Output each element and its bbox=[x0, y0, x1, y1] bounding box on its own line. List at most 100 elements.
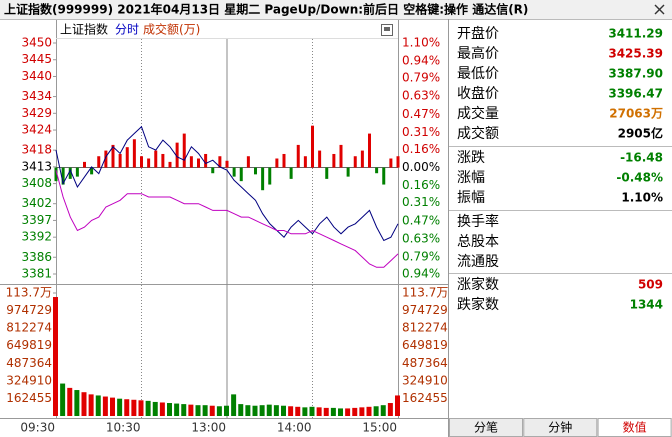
strength-bar bbox=[111, 144, 115, 168]
volume-bar bbox=[53, 297, 58, 416]
strength-bar bbox=[318, 150, 322, 168]
y2-tick-label: 1.10% bbox=[402, 36, 440, 50]
y2-tick-label: 0.63% bbox=[402, 231, 440, 245]
quote-value: 2905亿 bbox=[618, 126, 663, 141]
strength-bar bbox=[396, 156, 400, 168]
x-tick-label: 10:30 bbox=[106, 421, 141, 435]
volume-bar bbox=[330, 407, 336, 416]
quote-label: 收盘价 bbox=[457, 85, 499, 102]
quote-value: 3387.90 bbox=[608, 67, 663, 81]
close-button[interactable] bbox=[654, 4, 665, 15]
volume-bar bbox=[145, 400, 151, 416]
quote-label: 流通股 bbox=[457, 254, 499, 270]
y-tick-label: 3408 bbox=[21, 176, 52, 190]
y2-tick-label: 113.7万 bbox=[402, 286, 448, 300]
quote-label: 涨跌 bbox=[457, 150, 485, 166]
volume-bar bbox=[74, 390, 80, 416]
chart-mode[interactable]: 分时 bbox=[115, 23, 139, 37]
y2-tick-label: 0.79% bbox=[402, 250, 440, 264]
volume-bar bbox=[366, 406, 372, 416]
window-title: 上证指数(999999) 2021年04月13日 星期二 PageUp/Down… bbox=[4, 2, 528, 17]
close-icon[interactable] bbox=[654, 4, 665, 15]
x-tick-label: 15:00 bbox=[362, 421, 397, 435]
volume-bar bbox=[195, 405, 201, 416]
strength-bar bbox=[360, 150, 364, 168]
quote-value: 3411.29 bbox=[608, 27, 663, 41]
strength-bar bbox=[197, 158, 200, 168]
y2-tick-label: 0.31% bbox=[402, 125, 440, 139]
settings-button[interactable] bbox=[381, 24, 393, 36]
y2-tick-label: 324910 bbox=[402, 373, 448, 387]
chart-name: 上证指数 bbox=[60, 22, 108, 37]
strength-bar bbox=[204, 153, 208, 168]
strength-bar bbox=[353, 156, 357, 168]
strength-bar bbox=[154, 150, 158, 168]
volume-bar bbox=[309, 406, 315, 416]
y-tick-label: 3392 bbox=[21, 230, 52, 244]
settings-icon[interactable] bbox=[381, 24, 393, 36]
volume-bar bbox=[67, 387, 73, 416]
volume-bar bbox=[138, 400, 144, 416]
strength-bar bbox=[189, 156, 193, 168]
y2-tick-label: 0.79% bbox=[402, 71, 440, 85]
settings-icon[interactable] bbox=[384, 27, 390, 31]
y-tick-label: 3402 bbox=[21, 196, 52, 210]
tab-label[interactable]: 分钟 bbox=[548, 420, 572, 435]
strength-bar bbox=[68, 167, 72, 179]
y2-tick-label: 0.47% bbox=[402, 107, 440, 121]
volume-bar bbox=[167, 403, 172, 416]
x-tick-label: 13:00 bbox=[191, 421, 226, 435]
strength-bar bbox=[182, 133, 186, 168]
quote-label: 涨幅 bbox=[457, 170, 485, 186]
volume-bar bbox=[181, 404, 187, 416]
strength-bar bbox=[118, 153, 122, 168]
strength-bar bbox=[289, 167, 293, 179]
strength-bar bbox=[90, 167, 94, 175]
quote-value: -0.48% bbox=[616, 171, 663, 185]
y2-tick-label: 812274 bbox=[402, 321, 448, 335]
volume-bar bbox=[345, 408, 351, 416]
strength-bar bbox=[303, 156, 307, 168]
y-tick-label: 3445 bbox=[21, 52, 52, 66]
quote-value: -16.48 bbox=[620, 151, 663, 165]
y-tick-label: 3418 bbox=[21, 143, 52, 157]
y-tick-label: 3429 bbox=[21, 106, 52, 120]
quote-label: 最低价 bbox=[457, 66, 499, 82]
y-tick-label: 113.7万 bbox=[6, 286, 52, 300]
strength-bar bbox=[268, 167, 272, 185]
volume-bar bbox=[188, 404, 194, 416]
tab-label[interactable]: 数值 bbox=[623, 420, 647, 435]
strength-bar bbox=[97, 156, 101, 168]
volume-bar bbox=[117, 398, 123, 416]
volume-bar bbox=[266, 404, 272, 416]
title-bar bbox=[0, 0, 672, 19]
volume-bar bbox=[338, 408, 343, 416]
y2-tick-label: 0.94% bbox=[402, 267, 440, 281]
quote-label: 成交额 bbox=[457, 125, 499, 142]
quote-value: 509 bbox=[638, 278, 663, 292]
strength-bar bbox=[246, 156, 250, 168]
strength-bar bbox=[339, 144, 343, 168]
volume-bar bbox=[174, 403, 180, 416]
volume-bar bbox=[323, 407, 329, 416]
volume-bar bbox=[295, 406, 301, 416]
y-tick-label: 3434 bbox=[21, 89, 52, 103]
price-line bbox=[55, 170, 399, 268]
quote-value: 1344 bbox=[630, 298, 663, 312]
strength-bar bbox=[104, 150, 108, 168]
strength-bar bbox=[147, 158, 151, 168]
quote-label: 涨家数 bbox=[457, 276, 499, 293]
strength-bar bbox=[75, 167, 79, 177]
strength-bar bbox=[275, 158, 279, 168]
tab-label[interactable]: 分笔 bbox=[474, 420, 498, 435]
chart-unit: 成交额(万) bbox=[143, 22, 200, 37]
quote-value: 3425.39 bbox=[608, 47, 663, 61]
y2-tick-label: 487364 bbox=[402, 356, 448, 370]
volume-bar bbox=[224, 405, 229, 416]
volume-bar bbox=[152, 401, 158, 416]
strength-bar bbox=[175, 142, 179, 168]
volume-bar bbox=[387, 403, 393, 416]
volume-bar bbox=[209, 405, 215, 416]
quote-label: 成交量 bbox=[457, 105, 499, 122]
